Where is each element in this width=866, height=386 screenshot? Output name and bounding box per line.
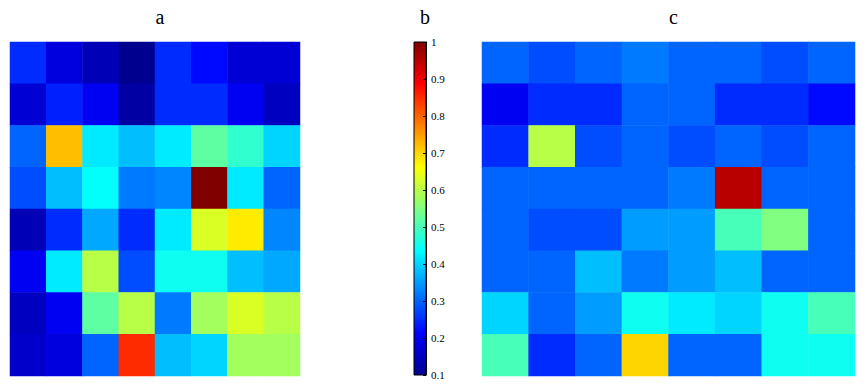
svg-text:0.9: 0.9	[431, 73, 445, 85]
svg-text:a: a	[156, 6, 165, 28]
svg-text:0.7: 0.7	[431, 147, 445, 159]
svg-text:0.1: 0.1	[431, 369, 445, 381]
svg-text:0.8: 0.8	[431, 110, 445, 122]
svg-text:0.6: 0.6	[431, 184, 445, 196]
svg-text:0.3: 0.3	[431, 295, 445, 307]
svg-text:0.5: 0.5	[431, 221, 445, 233]
svg-text:0.2: 0.2	[431, 332, 445, 344]
svg-text:b: b	[420, 6, 430, 28]
svg-text:0.4: 0.4	[431, 258, 445, 270]
svg-text:1: 1	[431, 36, 437, 48]
svg-text:c: c	[669, 6, 678, 28]
